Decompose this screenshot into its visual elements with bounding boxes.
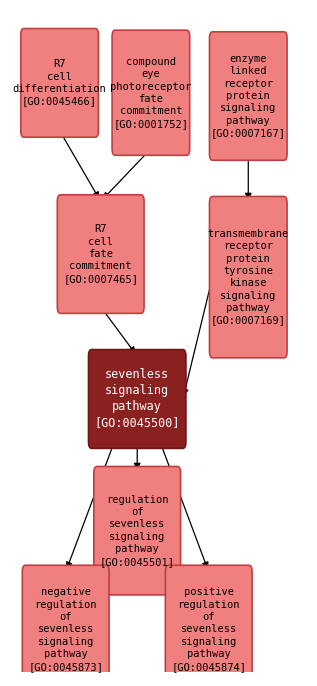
FancyBboxPatch shape — [210, 196, 287, 358]
FancyBboxPatch shape — [21, 29, 98, 137]
Text: compound
eye
photoreceptor
fate
commitment
[GO:0001752]: compound eye photoreceptor fate commitme… — [110, 57, 191, 129]
FancyBboxPatch shape — [210, 32, 287, 161]
FancyBboxPatch shape — [94, 466, 181, 595]
FancyBboxPatch shape — [112, 30, 190, 155]
Text: positive
regulation
of
sevenless
signaling
pathway
[GO:0045874]: positive regulation of sevenless signali… — [171, 587, 246, 672]
Text: sevenless
signaling
pathway
[GO:0045500]: sevenless signaling pathway [GO:0045500] — [94, 368, 180, 429]
Text: negative
regulation
of
sevenless
signaling
pathway
[GO:0045873]: negative regulation of sevenless signali… — [28, 587, 103, 672]
FancyBboxPatch shape — [22, 565, 109, 686]
FancyBboxPatch shape — [88, 350, 186, 449]
Text: enzyme
linked
receptor
protein
signaling
pathway
[GO:0007167]: enzyme linked receptor protein signaling… — [211, 54, 286, 139]
FancyBboxPatch shape — [57, 195, 144, 314]
Text: transmembrane
receptor
protein
tyrosine
kinase
signaling
pathway
[GO:0007169]: transmembrane receptor protein tyrosine … — [208, 228, 289, 326]
Text: regulation
of
sevenless
signaling
pathway
[GO:0045501]: regulation of sevenless signaling pathwa… — [100, 495, 175, 567]
FancyBboxPatch shape — [165, 565, 252, 686]
Text: R7
cell
differentiation
[GO:0045466]: R7 cell differentiation [GO:0045466] — [13, 59, 107, 106]
Text: R7
cell
fate
commitment
[GO:0007465]: R7 cell fate commitment [GO:0007465] — [63, 224, 138, 284]
